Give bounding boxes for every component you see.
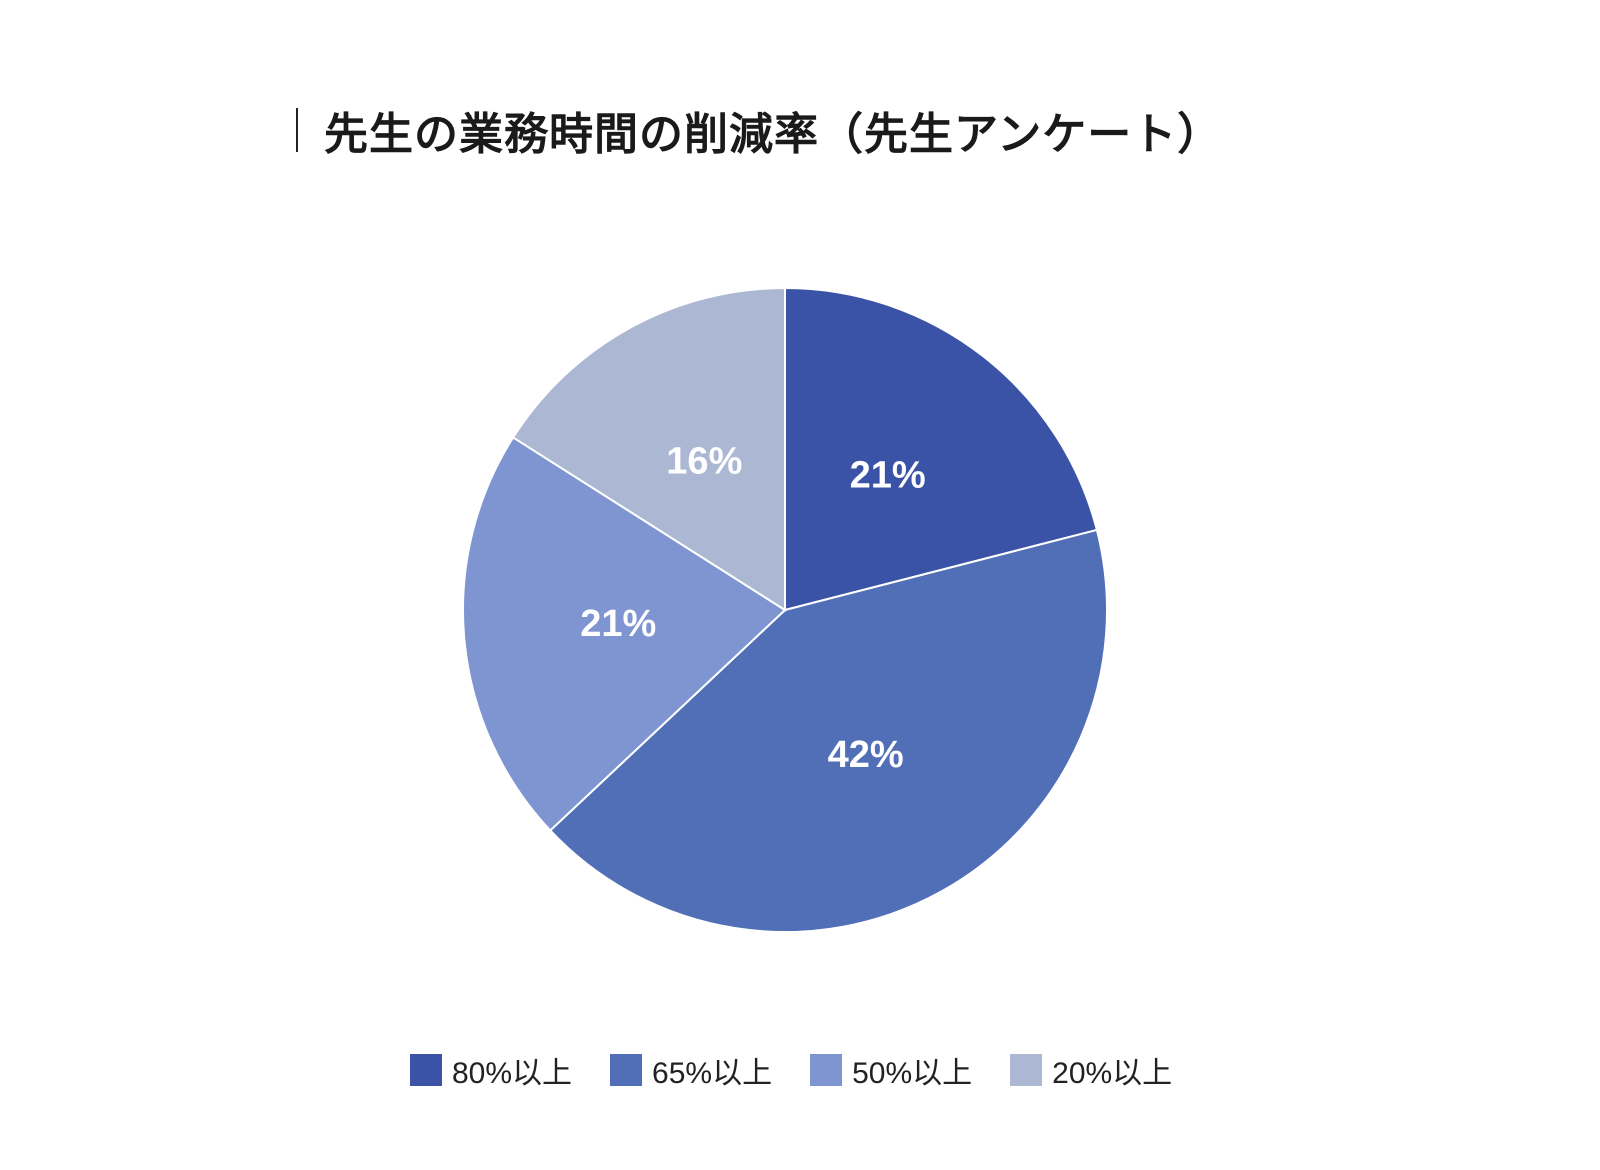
chart-legend: 80%以上 65%以上 50%以上 20%以上 [410,1048,1210,1092]
legend-item-65: 65%以上 [610,1048,772,1092]
title-accent-bar [296,108,298,152]
legend-label-20: 20%以上 [1052,1057,1173,1090]
legend-swatch-65 [610,1054,643,1086]
legend-item-20: 20%以上 [1010,1048,1172,1092]
pie-chart: 21% 42% 21% 16% [462,286,1108,933]
slice-20 [511,286,786,612]
chart-title-block: 先生の業務時間の削減率（先生アンケート） [296,100,1222,160]
slice-65-label: 42% [828,734,904,776]
slice-20-label: 16% [666,440,742,482]
legend-swatch-80 [410,1054,442,1086]
slice-80 [784,286,1099,612]
slice-50-label: 21% [580,603,656,645]
slice-65 [548,528,1108,933]
legend-label-80: 80%以上 [452,1057,573,1090]
slice-50 [462,436,787,832]
chart-title: 先生の業務時間の削減率（先生アンケート） [324,109,1223,160]
slice-80-label: 21% [850,455,926,497]
legend-item-50: 50%以上 [810,1048,972,1092]
legend-label-65: 65%以上 [652,1057,773,1090]
legend-label-50: 50%以上 [852,1057,973,1090]
legend-swatch-20 [1010,1054,1043,1086]
legend-swatch-50 [810,1054,843,1086]
legend-item-80: 80%以上 [410,1048,572,1092]
